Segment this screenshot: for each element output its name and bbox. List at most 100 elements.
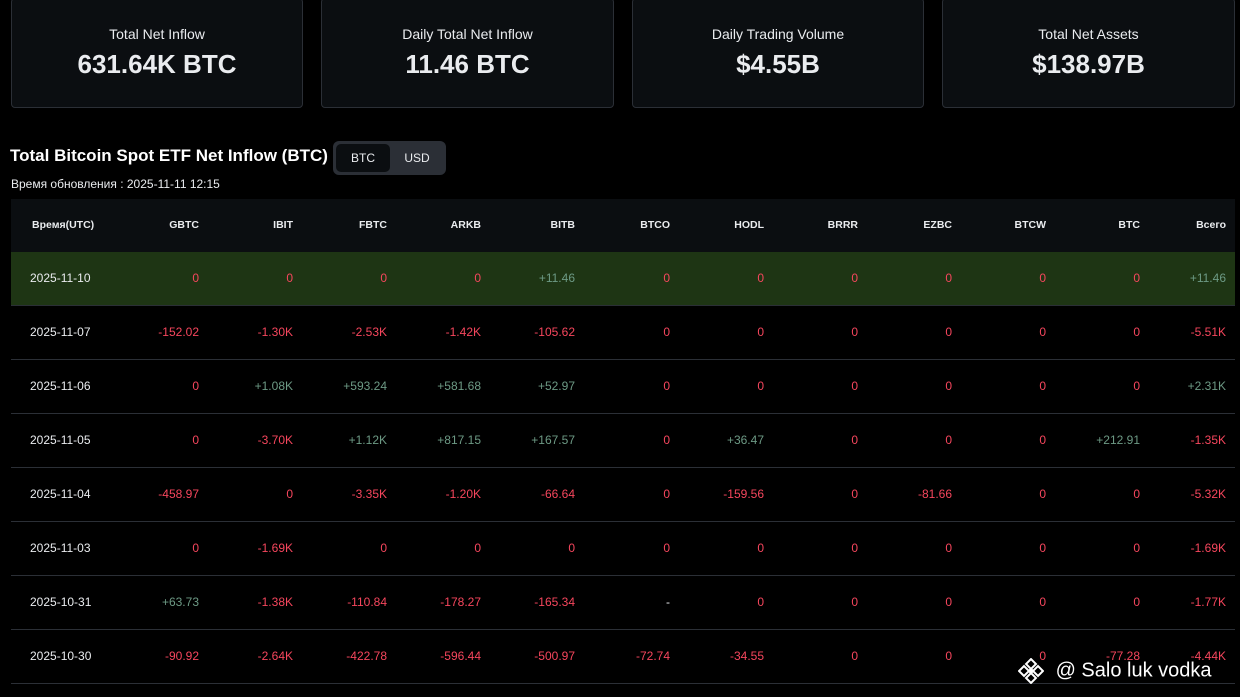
toggle-btc-button[interactable]: BTC — [336, 144, 390, 172]
row-date: 2025-11-06 — [30, 379, 91, 393]
cell-fbtc: 0 — [380, 541, 387, 555]
cell-btcw: 0 — [1039, 271, 1046, 285]
cell-btcw: 0 — [1039, 541, 1046, 555]
cell-ibit: 0 — [286, 487, 293, 501]
cell-gbtc: -90.92 — [164, 649, 199, 663]
header-brrr: BRRR — [827, 219, 858, 231]
cell-total: -1.77K — [1190, 595, 1226, 609]
cell-fbtc: +593.24 — [343, 379, 387, 393]
cell-hodl: 0 — [757, 271, 764, 285]
cell-btcw: 0 — [1039, 649, 1046, 663]
cell-gbtc: 0 — [192, 379, 199, 393]
cell-btcw: 0 — [1039, 325, 1046, 339]
cell-arkb: +817.15 — [437, 433, 481, 447]
cell-hodl: -159.56 — [723, 487, 764, 501]
cell-ibit: -1.38K — [257, 595, 293, 609]
stat-card-total-net-assets: Total Net Assets $138.97B — [942, 0, 1235, 108]
cell-ezbc: 0 — [945, 325, 952, 339]
cell-brrr: 0 — [851, 649, 858, 663]
watermark: @ Salo luk vodka — [1018, 658, 1212, 686]
currency-toggle: BTC USD — [333, 141, 446, 175]
table-row: 2025-11-03 0 -1.69K 0 0 0 0 0 0 0 0 0 -1.69K — [11, 522, 1235, 576]
cell-ibit: -3.70K — [257, 433, 293, 447]
header-btc: BTC — [1118, 219, 1140, 231]
cell-brrr: 0 — [851, 325, 858, 339]
cell-total: +11.46 — [1189, 271, 1226, 285]
etf-inflow-table: Время(UTC) GBTC IBIT FBTC ARKB BITB BTCO HODL BR… — [11, 199, 1235, 684]
cell-total: -1.35K — [1190, 433, 1226, 447]
cell-ibit: +1.08K — [254, 379, 293, 393]
cell-bitb: +167.57 — [531, 433, 575, 447]
header-date: Время(UTC) — [32, 219, 95, 231]
cell-btco: - — [666, 595, 670, 609]
row-date: 2025-11-10 — [30, 271, 91, 285]
cell-btc: 0 — [1133, 487, 1140, 501]
cell-arkb: -1.20K — [445, 487, 481, 501]
cell-btco: 0 — [663, 541, 670, 555]
cell-bitb: -66.64 — [540, 487, 575, 501]
cell-btco: 0 — [663, 433, 670, 447]
cell-arkb: -1.42K — [445, 325, 481, 339]
cell-ezbc: 0 — [945, 379, 952, 393]
cell-arkb: 0 — [474, 271, 481, 285]
row-date: 2025-10-31 — [30, 595, 92, 609]
row-date: 2025-10-30 — [30, 649, 92, 663]
cell-fbtc: +1.12K — [348, 433, 387, 447]
cell-btco: -72.74 — [635, 649, 670, 663]
row-date: 2025-11-03 — [30, 541, 91, 555]
cell-ibit: -2.64K — [257, 649, 293, 663]
binance-logo-icon — [1018, 658, 1044, 684]
cell-total: +2.31K — [1187, 379, 1226, 393]
cell-arkb: +581.68 — [437, 379, 481, 393]
toggle-usd-button[interactable]: USD — [404, 151, 430, 165]
cell-gbtc: -458.97 — [158, 487, 199, 501]
cell-brrr: 0 — [851, 487, 858, 501]
cell-btc: +212.91 — [1096, 433, 1140, 447]
cell-hodl: 0 — [757, 325, 764, 339]
table-row: 2025-11-07 -152.02 -1.30K -2.53K -1.42K -105.… — [11, 306, 1235, 360]
cell-hodl: 0 — [757, 595, 764, 609]
cell-bitb: +52.97 — [537, 379, 575, 393]
cell-ibit: -1.30K — [257, 325, 293, 339]
update-time: Время обновления : 2025-11-11 12:15 — [11, 177, 220, 191]
stat-card-daily-total-net-inflow: Daily Total Net Inflow 11.46 BTC — [321, 0, 614, 108]
cell-total: -4.44K — [1190, 649, 1226, 663]
cell-btcw: 0 — [1039, 379, 1046, 393]
stats-bar: Total Net Inflow 631.64K BTC Daily Total… — [0, 0, 1240, 110]
cell-bitb: +11.46 — [538, 271, 575, 285]
cell-gbtc: +63.73 — [161, 595, 199, 609]
cell-ezbc: 0 — [945, 649, 952, 663]
cell-btcw: 0 — [1039, 487, 1046, 501]
cell-ezbc: 0 — [945, 433, 952, 447]
cell-btc: 0 — [1133, 379, 1140, 393]
cell-fbtc: -2.53K — [351, 325, 387, 339]
cell-hodl: 0 — [757, 379, 764, 393]
section-title: Total Bitcoin Spot ETF Net Inflow (BTC) — [10, 146, 328, 165]
stat-value: $4.55B — [736, 49, 820, 79]
row-date: 2025-11-04 — [30, 487, 91, 501]
stat-value: 11.46 BTC — [405, 49, 530, 79]
header-fbtc: FBTC — [359, 219, 387, 231]
stat-card-daily-trading-volume: Daily Trading Volume $4.55B — [632, 0, 924, 108]
cell-ibit: -1.69K — [257, 541, 293, 555]
cell-bitb: -500.97 — [534, 649, 575, 663]
cell-hodl: -34.55 — [729, 649, 764, 663]
header-gbtc: GBTC — [169, 219, 199, 231]
cell-fbtc: 0 — [380, 271, 387, 285]
cell-ezbc: 0 — [945, 271, 952, 285]
cell-brrr: 0 — [851, 379, 858, 393]
cell-btco: 0 — [663, 487, 670, 501]
cell-arkb: 0 — [474, 541, 481, 555]
cell-bitb: 0 — [568, 541, 575, 555]
watermark-text: @ Salo luk vodka — [1055, 659, 1212, 682]
stat-value: $138.97B — [1032, 49, 1145, 79]
header-btcw: BTCW — [1014, 219, 1047, 231]
table-row: 2025-10-30 -90.92 -2.64K -422.78 -596.44 -500… — [11, 630, 1235, 684]
cell-fbtc: -110.84 — [347, 595, 387, 609]
cell-hodl: +36.47 — [726, 433, 764, 447]
header-total: Всего — [1196, 219, 1226, 231]
table-header: Время(UTC) GBTC IBIT FBTC ARKB BITB BTCO HODL BR… — [11, 199, 1235, 252]
cell-btc: 0 — [1133, 541, 1140, 555]
header-bitb: BITB — [550, 219, 576, 231]
cell-brrr: 0 — [851, 541, 858, 555]
